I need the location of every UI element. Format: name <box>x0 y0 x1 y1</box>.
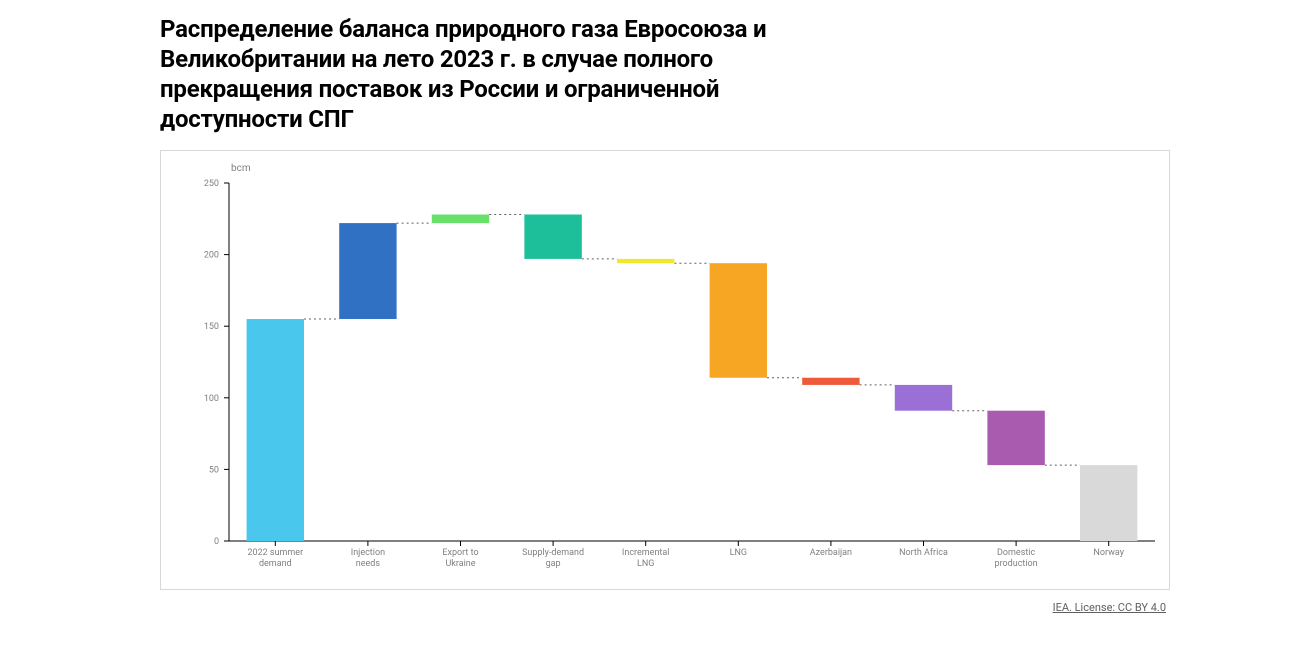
y-tick-label: 50 <box>209 465 219 475</box>
waterfall-bar <box>432 215 489 224</box>
waterfall-chart: bcm 0 50 100 150 200 250 2022 summerdemand Injec… <box>160 150 1170 590</box>
waterfall-bar <box>339 223 396 319</box>
license-text: IEA. License: CC BY 4.0 <box>1053 601 1166 614</box>
y-tick-label: 150 <box>204 322 219 332</box>
waterfall-bar <box>987 411 1044 465</box>
chart-title: Распределение баланса природного газа Ев… <box>160 14 800 134</box>
x-tick-label: Norway <box>1093 548 1124 558</box>
x-tick-label: needs <box>356 559 381 569</box>
y-tick-label: 200 <box>204 251 219 261</box>
x-tick-label: Azerbaijan <box>810 548 852 558</box>
x-tick-label: Incremental <box>622 548 670 558</box>
waterfall-bar <box>1080 465 1137 541</box>
y-tick-label: 250 <box>204 179 219 189</box>
x-tick-label: Domestic <box>997 548 1035 558</box>
waterfall-bar <box>710 263 767 378</box>
x-tick-label: demand <box>259 559 292 569</box>
x-tick-label: Supply-demand <box>522 548 584 558</box>
waterfall-bar <box>617 259 674 263</box>
y-tick-label: 0 <box>214 537 219 547</box>
x-tick-label: Ukraine <box>445 559 475 569</box>
x-tick-label: North Africa <box>899 548 948 558</box>
x-tick-label: gap <box>546 559 561 569</box>
x-tick-label: 2022 summer <box>247 548 303 558</box>
waterfall-bar <box>895 385 952 411</box>
y-unit-label: bcm <box>231 163 251 174</box>
waterfall-bar <box>802 378 859 385</box>
x-tick-label: Injection <box>351 548 385 558</box>
x-tick-label: Export to <box>442 548 478 558</box>
x-tick-label: production <box>995 559 1038 569</box>
y-tick-label: 100 <box>204 394 219 404</box>
x-tick-label: LNG <box>730 548 747 558</box>
waterfall-bar <box>247 319 304 541</box>
x-tick-label: LNG <box>637 559 654 569</box>
waterfall-bar <box>524 215 581 259</box>
